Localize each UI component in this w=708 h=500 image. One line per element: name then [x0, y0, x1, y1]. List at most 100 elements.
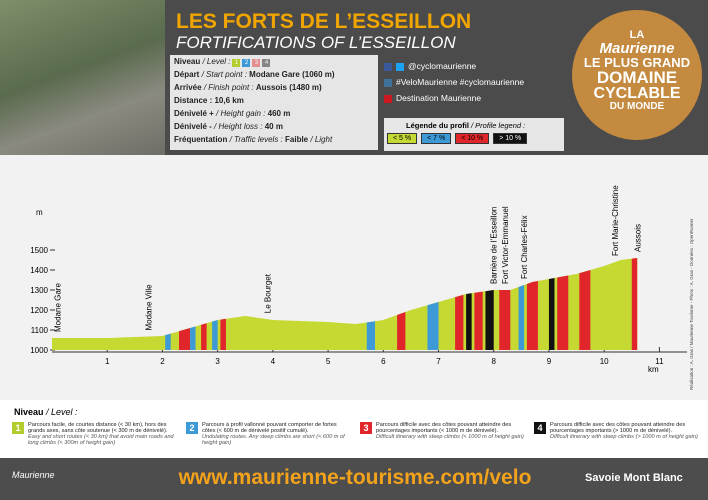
grade-segment [518, 258, 525, 350]
info-label: Fréquentation [174, 135, 228, 144]
levels-title-en: / Level : [46, 407, 78, 417]
grade-segment [201, 258, 207, 350]
level-en: Easy and short routes (< 30 km) that avo… [28, 434, 174, 446]
y-tick-label: 1500 [30, 246, 48, 255]
social-row: @cyclomaurienne [384, 60, 524, 76]
levels-title-fr: Niveau [14, 407, 44, 417]
title: LES FORTS DE L’ESSEILLON [176, 10, 472, 33]
social-icon [384, 62, 392, 71]
y-tick-label: 1200 [30, 306, 48, 315]
info-value: Aussois (1480 m) [255, 83, 322, 92]
logo: LA Maurienne LE PLUS GRAND DOMAINE CYCLABLE D… [572, 10, 702, 140]
level-item: 3 Parcours difficile avec des côtes pouva… [360, 422, 525, 440]
subtitle: FORTIFICATIONS OF L’ESSEILLON [176, 33, 456, 52]
info-label: Dénivelé - [174, 122, 212, 131]
legend-item: > 10 % [493, 133, 528, 144]
x-tick-label: 5 [326, 357, 331, 366]
level-box: 2 [242, 59, 251, 67]
grade-segment [397, 258, 406, 350]
grade-segment [526, 258, 538, 350]
legend-item: < 5 % [387, 133, 418, 144]
grade-segment [557, 258, 569, 350]
level-text: Parcours difficile avec des côtes pouvan… [376, 422, 525, 440]
legend-title-en: / Profile legend : [471, 121, 526, 130]
photo [0, 0, 165, 155]
level-fr: Parcours facile, de courtes distance (< … [28, 422, 168, 434]
x-tick-label: 10 [600, 357, 609, 366]
level-text: Parcours facile, de courtes distance (< … [28, 422, 177, 446]
logo-line: CYCLABLE [593, 85, 681, 102]
social-row: Destination Maurienne [384, 92, 524, 108]
level-badge: 1 [12, 422, 24, 434]
x-tick-label: 1 [105, 357, 110, 366]
annotation: Fort Victor-Emmanuel [501, 206, 510, 284]
grade-segment [499, 258, 511, 350]
info-value: 40 m [264, 122, 283, 131]
info-row: Distance : 10,6 km [170, 94, 378, 107]
y-axis-label: m [36, 208, 43, 217]
level-box: 3 [252, 59, 261, 67]
x-tick-label: 8 [492, 357, 497, 366]
logo-line: LA [629, 29, 645, 41]
x-axis-label: km [648, 365, 659, 374]
info-box: Niveau / Level :1 2 3 4 Départ / Start point… [170, 55, 378, 150]
level-box: 1 [232, 59, 241, 67]
info-row: Dénivelé + / Height gain : 460 m [170, 107, 378, 120]
info-label: Arrivée [174, 83, 202, 92]
annotation: Barrière de l’Esseillon [490, 207, 499, 284]
level-item: 1 Parcours facile, de courtes distance (<… [12, 422, 177, 446]
profile-legend: Légende du profil / Profile legend : < 5… [384, 118, 564, 151]
x-tick-label: 6 [381, 357, 386, 366]
social-text: #VeloMaurienne #cyclomaurienne [396, 77, 525, 87]
logo-line: Maurienne [599, 40, 675, 57]
grade-segment [190, 258, 196, 350]
x-tick-label: 3 [215, 357, 220, 366]
grade-segment [179, 258, 191, 350]
footer: Maurienne www.maurienne-tourisme.com/vel… [0, 458, 708, 500]
levels-title: Niveau / Level : [14, 407, 78, 417]
annotation: Modane Ville [145, 284, 154, 331]
credit-text: Réalisation : A. Gras / Maurienne Touris… [689, 218, 694, 390]
level-fr: Parcours à profil vallonné pouvant compo… [202, 422, 337, 434]
info-label-en: / Finish point : [203, 83, 254, 92]
info-label: Départ [174, 70, 200, 79]
grade-segment [366, 258, 376, 350]
level-text: Parcours difficile avec des côtes pouvan… [550, 422, 699, 440]
footer-logo-left: Maurienne [12, 470, 55, 480]
info-value: Faible [285, 135, 309, 144]
info-row: Arrivée / Finish point : Aussois (1480 m… [170, 81, 378, 94]
level-badge: 4 [534, 422, 546, 434]
social-icon [396, 62, 404, 71]
info-label-en: / Start point : [201, 70, 247, 79]
level-box: 4 [262, 59, 271, 67]
info-label: Niveau [174, 57, 201, 66]
info-row: Fréquentation / Traffic levels : Faible … [170, 133, 378, 146]
x-tick-label: 7 [436, 357, 441, 366]
info-value: Modane Gare (1060 m) [249, 70, 335, 79]
annotation: Fort Marie-Christine [611, 185, 620, 256]
level-item: 4 Parcours difficile avec des côtes pouva… [534, 422, 699, 440]
logo-line: DU MONDE [609, 101, 665, 112]
annotation: Aussois [633, 224, 642, 252]
grade-segment [220, 258, 226, 350]
level-en: Difficult itinerary with steep climbs (<… [376, 434, 524, 440]
grade-segment [165, 258, 171, 350]
level-en: Undulating routes. Any steep climbs are … [202, 434, 345, 446]
grade-segment [631, 258, 638, 350]
annotation: Le Bourget [263, 273, 272, 313]
legend-items: < 5 % < 7 % < 10 % > 10 % [384, 130, 564, 144]
info-label: Distance : 10,6 km [174, 96, 244, 105]
level-en: Difficult itinerary with steep climbs (>… [550, 434, 698, 440]
info-value: 460 m [267, 109, 291, 118]
info-label-en: / Level : [202, 57, 231, 66]
info-label-en: / Traffic levels : [229, 135, 283, 144]
x-tick-label: 9 [547, 357, 552, 366]
level-badge: 2 [186, 422, 198, 434]
levels: Niveau / Level : 1 Parcours facile, de co… [0, 400, 708, 458]
level-fr: Parcours difficile avec des côtes pouvan… [376, 422, 512, 434]
legend-item: < 10 % [455, 133, 490, 144]
level-fr: Parcours difficile avec des côtes pouvan… [550, 422, 686, 434]
url: www.maurienne-tourisme.com/velo [178, 466, 532, 489]
